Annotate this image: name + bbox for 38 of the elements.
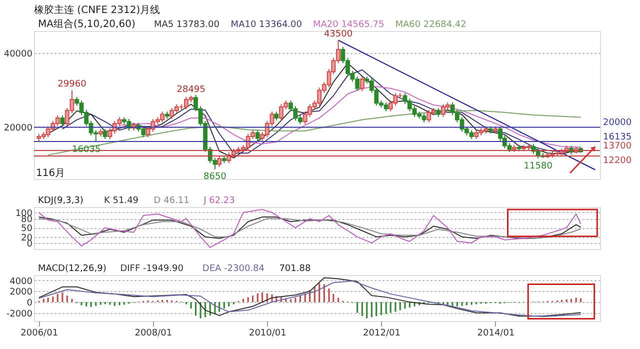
x-tick-label: 2008/01	[134, 328, 172, 338]
chart-title: 橡胶主连 (CNFE 2312)月线	[34, 4, 160, 16]
text: MA10 13364.00	[230, 20, 302, 30]
y-tick-label: 2000	[10, 288, 33, 298]
annotation: 29960	[58, 79, 87, 90]
chart-subtitle: MA组合(5,10,20,60)	[38, 18, 136, 30]
y-tick-label: 20000	[4, 124, 33, 134]
x-axis-title: 116月	[36, 168, 66, 179]
text: DEA -2300.84	[202, 264, 265, 274]
ref-line-label: 13700	[603, 142, 632, 152]
text: DIFF -1949.90	[120, 264, 184, 274]
annotation: 28495	[176, 84, 206, 95]
y-tick-label: 50	[21, 224, 33, 234]
x-tick-label: 2014/01	[477, 328, 515, 338]
annotation: 8650	[204, 172, 227, 182]
y-tick-label: 40000	[4, 50, 33, 60]
chart-title: KDJ(9,3,3)	[38, 196, 84, 206]
y-tick-label: 4000	[10, 276, 33, 287]
text: K 51.49	[104, 196, 139, 206]
y-tick-label: -2000	[6, 309, 33, 320]
annotation: 11580	[524, 161, 553, 172]
text: MA20 14565.75	[313, 20, 384, 30]
ref-line-label: 16135	[603, 132, 632, 142]
text: MA60 22684.42	[395, 20, 466, 30]
ref-line-label: 12200	[603, 156, 632, 166]
chart-title: MACD(12,26,9)	[38, 264, 106, 274]
y-tick-label: 80	[21, 215, 33, 226]
series-label: J 62.23	[202, 196, 235, 206]
y-tick-label: 0	[26, 239, 33, 250]
y-tick-label: 0	[26, 298, 33, 309]
ref-line-label: 20000	[603, 118, 632, 128]
x-tick-label: 2010/01	[248, 328, 286, 338]
x-tick-label: 2006/01	[20, 328, 58, 338]
series-label: D 46.11	[154, 196, 190, 206]
text: 701.88	[279, 264, 311, 274]
x-tick-label: 2012/01	[363, 328, 400, 338]
text: MA5 13783.00	[154, 20, 220, 30]
annotation: 43500	[324, 29, 353, 40]
